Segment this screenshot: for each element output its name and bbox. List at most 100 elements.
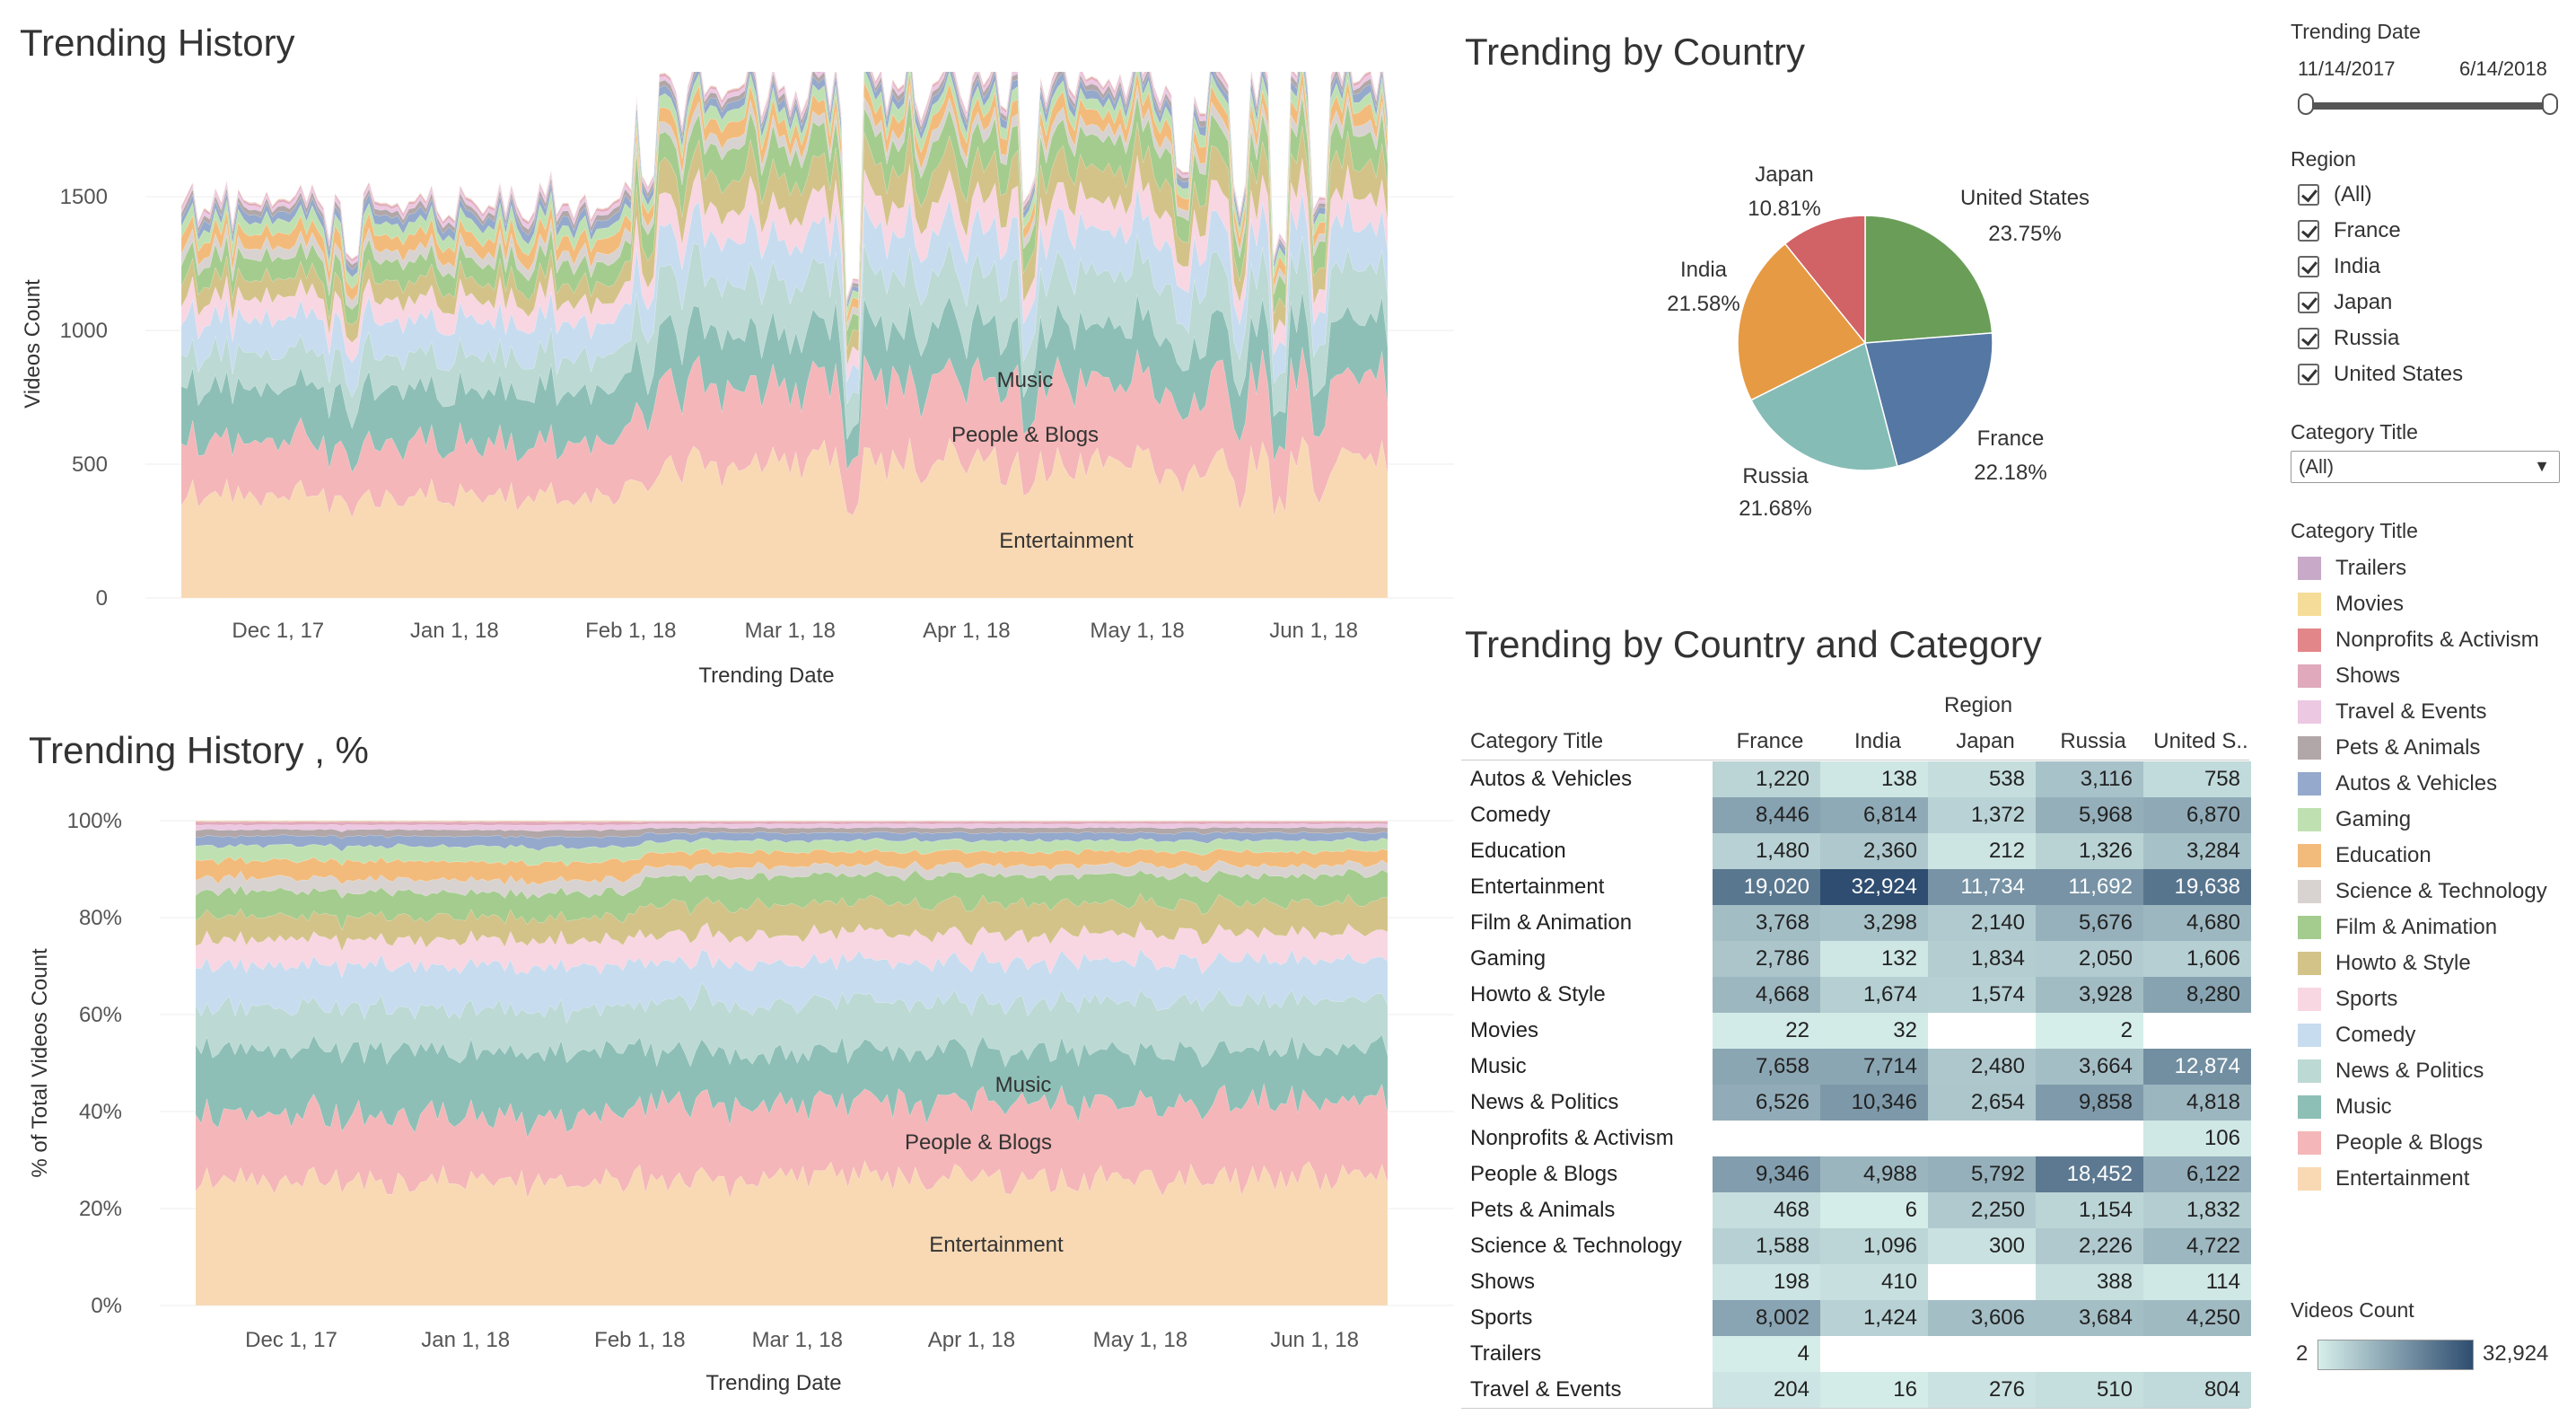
- heatmap-cell[interactable]: 2,786: [1713, 941, 1820, 977]
- region-option-russia[interactable]: Russia: [2298, 323, 2399, 354]
- checkbox-checked-icon[interactable]: [2298, 184, 2319, 206]
- heatmap-cell[interactable]: 2: [2036, 1013, 2143, 1049]
- pie-slice-japan[interactable]: [1783, 215, 1866, 346]
- heatmap-cell[interactable]: 2,360: [1820, 833, 1928, 869]
- region-option-france[interactable]: France: [2298, 215, 2401, 246]
- heatmap-cell[interactable]: 6,526: [1713, 1085, 1820, 1121]
- heatmap-cell[interactable]: 3,928: [2036, 977, 2143, 1013]
- legend-item-sports[interactable]: Sports: [2298, 986, 2397, 1013]
- heatmap-cell[interactable]: 4,668: [1713, 977, 1820, 1013]
- checkbox-checked-icon[interactable]: [2298, 256, 2319, 277]
- heatmap-cell[interactable]: 4,722: [2143, 1228, 2251, 1264]
- trending-history-chart[interactable]: 0 500 1000 1500 Dec 1, 17 Jan 1, 18 Feb 1, 18 M…: [0, 72, 1454, 700]
- pie-slice-russia[interactable]: [1750, 341, 1898, 471]
- pie-slice-india[interactable]: [1737, 242, 1867, 401]
- legend-item-education[interactable]: Education: [2298, 842, 2431, 869]
- region-option-united-states[interactable]: United States: [2298, 359, 2463, 390]
- heatmap-cell[interactable]: 19,020: [1713, 869, 1820, 905]
- heatmap-cell[interactable]: 410: [1820, 1264, 1928, 1300]
- heatmap-cell[interactable]: 1,834: [1928, 941, 2036, 977]
- heatmap-column-header[interactable]: India: [1853, 729, 1902, 753]
- heatmap-cell[interactable]: 1,424: [1820, 1300, 1928, 1336]
- checkbox-checked-icon[interactable]: [2298, 328, 2319, 349]
- heatmap-cell[interactable]: 16: [1820, 1372, 1928, 1408]
- heatmap-cell[interactable]: 5,968: [2036, 797, 2143, 833]
- heatmap-cell[interactable]: 1,326: [2036, 833, 2143, 869]
- heatmap-cell[interactable]: 1,606: [2143, 941, 2251, 977]
- heatmap-cell[interactable]: 19,638: [2143, 869, 2251, 905]
- area-series-gaming[interactable]: [195, 837, 1389, 867]
- heatmap-column-header[interactable]: France: [1736, 729, 1804, 753]
- heatmap-cell[interactable]: 11,734: [1928, 869, 2036, 905]
- region-option-india[interactable]: India: [2298, 251, 2380, 282]
- legend-item-trailers[interactable]: Trailers: [2298, 555, 2406, 582]
- heatmap-cell[interactable]: 198: [1713, 1264, 1820, 1300]
- heatmap-cell[interactable]: 3,298: [1820, 905, 1928, 941]
- heatmap-cell[interactable]: 1,574: [1928, 977, 2036, 1013]
- legend-item-comedy[interactable]: Comedy: [2298, 1022, 2415, 1049]
- heatmap-cell[interactable]: 5,792: [1928, 1156, 2036, 1192]
- legend-item-film-animation[interactable]: Film & Animation: [2298, 914, 2497, 941]
- legend-item-pets-animals[interactable]: Pets & Animals: [2298, 734, 2480, 761]
- heatmap-cell[interactable]: 8,446: [1713, 797, 1820, 833]
- area-series-trailers[interactable]: [180, 72, 1389, 297]
- legend-item-nonprofits-activism[interactable]: Nonprofits & Activism: [2298, 627, 2539, 654]
- heatmap-cell[interactable]: 132: [1820, 941, 1928, 977]
- heatmap-cell[interactable]: 538: [1928, 761, 2036, 797]
- heatmap-cell[interactable]: 510: [2036, 1372, 2143, 1408]
- heatmap-cell[interactable]: 2,250: [1928, 1192, 2036, 1228]
- heatmap-cell[interactable]: 1,372: [1928, 797, 2036, 833]
- heatmap-column-header[interactable]: United S..: [2153, 729, 2248, 753]
- heatmap-cell[interactable]: 32,924: [1820, 869, 1928, 905]
- heatmap-cell[interactable]: 2,226: [2036, 1228, 2143, 1264]
- heatmap-cell[interactable]: 468: [1713, 1192, 1820, 1228]
- heatmap-cell[interactable]: 2,654: [1928, 1085, 2036, 1121]
- heatmap-cell[interactable]: 804: [2143, 1372, 2251, 1408]
- heatmap-cell[interactable]: 300: [1928, 1228, 2036, 1264]
- heatmap-cell[interactable]: 1,154: [2036, 1192, 2143, 1228]
- heatmap-cell[interactable]: 6: [1820, 1192, 1928, 1228]
- checkbox-checked-icon[interactable]: [2298, 220, 2319, 242]
- checkbox-checked-icon[interactable]: [2298, 364, 2319, 385]
- heatmap-cell[interactable]: 276: [1928, 1372, 2036, 1408]
- heatmap-cell[interactable]: 1,220: [1713, 761, 1820, 797]
- heatmap-cell[interactable]: 8,280: [2143, 977, 2251, 1013]
- checkbox-checked-icon[interactable]: [2298, 292, 2319, 313]
- legend-item-news-politics[interactable]: News & Politics: [2298, 1058, 2484, 1085]
- heatmap-cell[interactable]: 3,768: [1713, 905, 1820, 941]
- heatmap-cell[interactable]: 6,122: [2143, 1156, 2251, 1192]
- heatmap-cell[interactable]: 4,680: [2143, 905, 2251, 941]
- date-range-start-handle[interactable]: [2298, 93, 2314, 115]
- heatmap-cell[interactable]: 7,658: [1713, 1049, 1820, 1085]
- heatmap-cell[interactable]: 12,874: [2143, 1049, 2251, 1085]
- region-option-japan[interactable]: Japan: [2298, 287, 2392, 318]
- heatmap-cell[interactable]: 1,588: [1713, 1228, 1820, 1264]
- legend-item-gaming[interactable]: Gaming: [2298, 806, 2411, 833]
- region-option-all[interactable]: (All): [2298, 180, 2372, 210]
- heatmap-cell[interactable]: 3,606: [1928, 1300, 2036, 1336]
- heatmap-cell[interactable]: 1,096: [1820, 1228, 1928, 1264]
- heatmap-cell[interactable]: 114: [2143, 1264, 2251, 1300]
- heatmap-cell[interactable]: 7,714: [1820, 1049, 1928, 1085]
- heatmap-cell[interactable]: 11,692: [2036, 869, 2143, 905]
- heatmap-column-header[interactable]: Russia: [2060, 729, 2126, 753]
- legend-item-people-blogs[interactable]: People & Blogs: [2298, 1130, 2483, 1156]
- trending-history-pct-chart[interactable]: 0% 20% 40% 60% 80% 100% Dec 1, 17 Jan 1, 18 Feb …: [0, 790, 1454, 1419]
- heatmap-column-header[interactable]: Japan: [1956, 729, 2015, 753]
- heatmap-cell[interactable]: 3,664: [2036, 1049, 2143, 1085]
- heatmap-cell[interactable]: 2,140: [1928, 905, 2036, 941]
- legend-item-music[interactable]: Music: [2298, 1094, 2392, 1121]
- area-series-music[interactable]: [180, 291, 1389, 473]
- heatmap-cell[interactable]: 138: [1820, 761, 1928, 797]
- trending-by-country-pie[interactable]: United States 23.75% France 22.18% Russia 21.…: [1461, 144, 2215, 557]
- heatmap-cell[interactable]: 3,684: [2036, 1300, 2143, 1336]
- heatmap-cell[interactable]: 4,250: [2143, 1300, 2251, 1336]
- heatmap-cell[interactable]: 10,346: [1820, 1085, 1928, 1121]
- date-range-slider-track[interactable]: [2307, 102, 2549, 110]
- heatmap-cell[interactable]: 106: [2143, 1121, 2251, 1156]
- heatmap-cell[interactable]: 4,988: [1820, 1156, 1928, 1192]
- date-range-end-handle[interactable]: [2542, 93, 2558, 115]
- heatmap-cell[interactable]: 2,480: [1928, 1049, 2036, 1085]
- heatmap-cell[interactable]: 1,832: [2143, 1192, 2251, 1228]
- heatmap-cell[interactable]: 6,814: [1820, 797, 1928, 833]
